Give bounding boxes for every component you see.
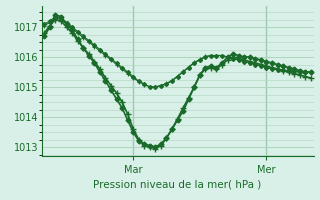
X-axis label: Pression niveau de la mer( hPa ): Pression niveau de la mer( hPa ) — [93, 179, 262, 189]
